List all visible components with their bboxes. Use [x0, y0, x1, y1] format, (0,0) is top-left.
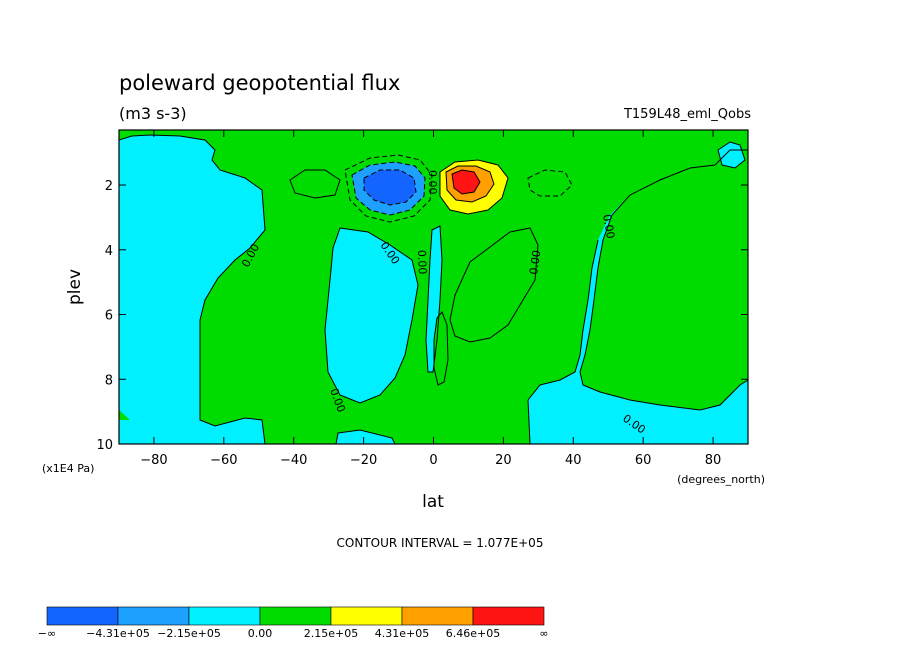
x-axis-units: (degrees_north) [677, 473, 765, 486]
band-dark-blue-core [364, 170, 416, 205]
x-tick-label: −20 [350, 453, 377, 468]
x-tick-label: 60 [635, 453, 652, 468]
band-red-core [452, 170, 480, 194]
contour-label-group: 0.00 0.00 0.00 0.00 0.00 0.00 0.00 0.00 [239, 170, 648, 437]
x-axis-label: lat [422, 492, 444, 512]
y-axis: 2 4 6 8 10 [96, 179, 748, 453]
contour-zero-right [579, 149, 748, 411]
legend-label: −2.15e+05 [157, 627, 221, 640]
legend-swatch [188, 606, 261, 626]
legend-swatch [330, 606, 403, 626]
contour-small-left [289, 169, 341, 199]
legend-label: 4.31e+05 [375, 627, 429, 640]
contour-positive-ring-2 [445, 165, 495, 203]
contour-negative-small-right [527, 169, 573, 197]
x-tick-label: 40 [565, 453, 582, 468]
contour-interval: CONTOUR INTERVAL = 1.077E+05 [337, 536, 544, 550]
contour-negative-ring-1 [344, 154, 433, 223]
legend-swatch [117, 606, 190, 626]
legend-swatch [401, 606, 474, 626]
contour-zero-equator [425, 225, 443, 373]
chart-title: poleward geopotential flux [119, 71, 400, 95]
contour-label: 0.00 [527, 249, 543, 275]
legend-label: −∞ [38, 627, 56, 640]
contour-label: 0.00 [426, 170, 439, 195]
x-axis: −80 −60 −40 −20 0 20 40 60 80 [140, 130, 721, 468]
legend-swatch [259, 606, 332, 626]
contour-top-right-island [717, 141, 746, 169]
contour-zero-right-lower [527, 239, 599, 401]
legend-label: 2.15e+05 [304, 627, 358, 640]
y-tick-label: 8 [105, 373, 113, 388]
legend-label: 6.46e+05 [446, 627, 500, 640]
contour-positive-ring-1 [439, 159, 509, 215]
y-axis-units: (x1E4 Pa) [42, 462, 94, 475]
band-green-right-island [580, 150, 748, 410]
x-tick-label: −40 [280, 453, 307, 468]
color-legend: −∞ −4.31e+05 −2.15e+05 0.00 2.15e+05 4.31e+05… [38, 606, 549, 640]
contour-label: 0.00 [415, 250, 429, 275]
legend-swatch [46, 606, 119, 626]
band-light-blue-top-right [718, 142, 745, 168]
x-tick-label: 80 [705, 453, 722, 468]
y-tick-label: 6 [105, 309, 113, 324]
contour-zero-center [324, 227, 419, 404]
contour-zero-left [119, 134, 266, 444]
contour-negative-ring-2 [351, 161, 426, 216]
legend-label: 0.00 [248, 627, 273, 640]
contour-lines [119, 134, 748, 444]
y-tick-label: 2 [105, 179, 113, 194]
contour-label: 0.00 [600, 213, 617, 239]
contour-negative-ring-3 [363, 169, 417, 206]
y-axis-label: plev [65, 269, 85, 305]
x-tick-label: 20 [495, 453, 512, 468]
legend-label: ∞ [539, 627, 548, 640]
band-green-top-strip [119, 130, 748, 138]
band-green-mid-island [450, 228, 538, 342]
contour-positive-ring-3 [451, 169, 481, 195]
band-green-center-cut [325, 228, 418, 403]
contour-zero-equator-thin [433, 311, 449, 386]
y-tick-label: 4 [105, 244, 113, 259]
contour-zero-mid-island [449, 227, 539, 343]
plot-area: 0.00 0.00 0.00 0.00 0.00 0.00 0.00 0.00 [119, 130, 748, 444]
contour-lines-negative [344, 154, 573, 223]
chart-units: (m3 s-3) [119, 104, 187, 123]
x-tick-label: −60 [210, 453, 237, 468]
contour-zero-bottom-right [527, 399, 531, 444]
contour-zero-bottom-left [335, 429, 396, 444]
legend-swatch [472, 606, 545, 626]
case-label: T159L48_eml_Qobs [623, 107, 751, 122]
x-tick-label: −80 [140, 453, 167, 468]
band-green-left-cut [119, 135, 265, 420]
legend-label: −4.31e+05 [86, 627, 150, 640]
x-tick-label: 0 [429, 453, 437, 468]
y-tick-label: 10 [96, 438, 113, 453]
